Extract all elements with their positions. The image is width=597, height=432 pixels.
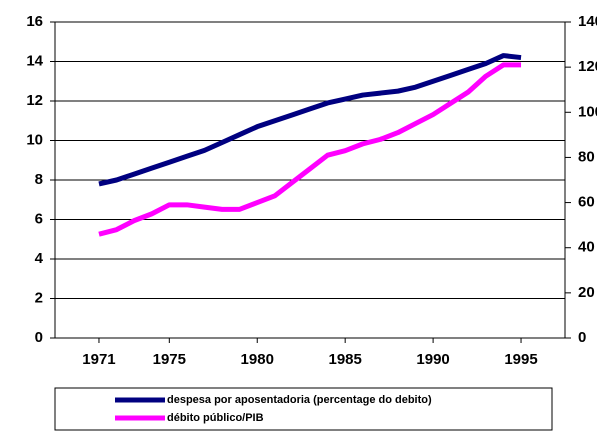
x-tick-label: 1980 bbox=[241, 351, 274, 368]
legend bbox=[54, 387, 553, 431]
x-tick-label: 1975 bbox=[153, 351, 186, 368]
legend-label: débito público/PIB bbox=[167, 412, 264, 424]
y2-tick-label: 120 bbox=[578, 58, 597, 75]
y-tick-label: 10 bbox=[26, 131, 43, 148]
x-tick-label: 1985 bbox=[328, 351, 361, 368]
y-tick-label: 14 bbox=[26, 52, 43, 69]
y-tick-label: 8 bbox=[35, 171, 43, 188]
x-tick-label: 1995 bbox=[504, 351, 537, 368]
y-tick-label: 12 bbox=[26, 92, 43, 109]
x-tick-label: 1971 bbox=[82, 351, 115, 368]
y2-tick-label: 20 bbox=[578, 284, 595, 301]
y2-tick-label: 140 bbox=[578, 13, 597, 30]
y2-tick-label: 100 bbox=[578, 103, 597, 120]
series-line bbox=[98, 62, 522, 237]
legend-label: despesa por aposentadoria (percentage do… bbox=[167, 394, 432, 406]
y2-tick-label: 40 bbox=[578, 239, 595, 256]
series-line bbox=[98, 53, 522, 187]
y-tick-label: 4 bbox=[35, 250, 44, 267]
y2-tick-label: 60 bbox=[578, 194, 595, 211]
x-tick-label: 1990 bbox=[416, 351, 449, 368]
y2-tick-label: 80 bbox=[578, 148, 595, 165]
y2-tick-label: 0 bbox=[578, 329, 586, 346]
y-tick-label: 16 bbox=[26, 13, 43, 30]
y-tick-label: 0 bbox=[35, 329, 43, 346]
y-tick-label: 6 bbox=[35, 210, 43, 227]
y-tick-label: 2 bbox=[35, 289, 43, 306]
